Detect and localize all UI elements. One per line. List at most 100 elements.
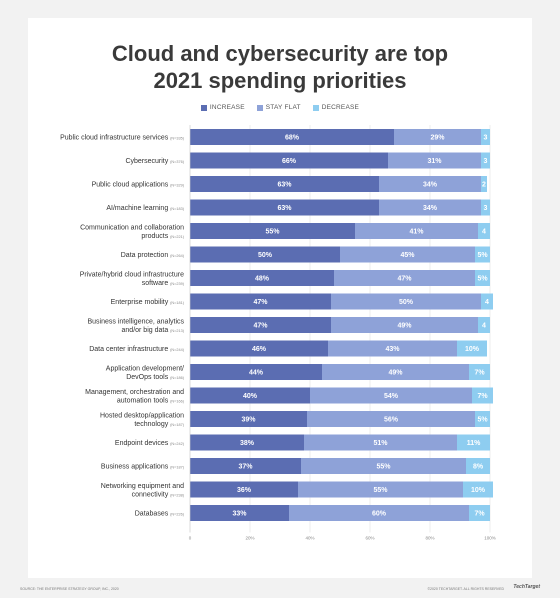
category-label: AI/machine learning (N=183) <box>106 205 184 212</box>
category-sample-size: (N=186) <box>170 376 185 380</box>
bar-value-label: 5% <box>477 252 488 259</box>
bar-segment <box>331 317 478 333</box>
bar-value-label: 50% <box>258 252 273 259</box>
bar-value-label: 29% <box>430 135 445 142</box>
bar-segment <box>190 411 307 427</box>
category-sample-size: (N=226) <box>170 513 185 517</box>
bar-value-label: 55% <box>265 229 280 236</box>
bar-value-label: 4 <box>485 299 489 306</box>
chart-legend: INCREASE STAY FLAT DECREASE <box>28 104 532 111</box>
bar-value-label: 3 <box>484 135 488 142</box>
legend-item-decrease: DECREASE <box>312 104 359 111</box>
bar-segment <box>190 223 355 239</box>
bar-value-label: 47% <box>253 323 268 330</box>
bar-value-label: 46% <box>252 346 267 353</box>
bar-segment <box>475 270 490 286</box>
category-label: DevOps tools (N=186) <box>126 374 185 381</box>
legend-swatch-stay-flat <box>256 104 263 111</box>
bar-value-label: 48% <box>255 276 270 283</box>
category-label: Private/hybrid cloud infrastructure <box>80 271 184 278</box>
bar-segment <box>457 340 487 357</box>
bar-segment <box>328 340 457 357</box>
bar-segment <box>481 152 490 169</box>
copyright-note: ©2020 TECHTARGET. ALL RIGHTS RESERVED <box>427 587 504 591</box>
bar-segment <box>355 223 478 239</box>
bar-segment <box>190 434 304 451</box>
category-label: Management, orchestration and <box>85 389 184 396</box>
bar-segment <box>190 387 310 404</box>
bar-segment <box>481 293 493 310</box>
bar-value-label: 63% <box>277 182 292 189</box>
bar-value-label: 10% <box>471 487 486 494</box>
bar-value-label: 7% <box>474 511 485 518</box>
bar-segment <box>466 458 490 474</box>
category-label: Business intelligence, analytics <box>88 318 185 325</box>
bar-segment <box>307 411 475 427</box>
legend-swatch-increase <box>200 104 207 111</box>
bar-value-label: 40% <box>243 393 258 400</box>
category-label: Cybersecurity (N=376) <box>125 158 184 165</box>
category-sample-size: (N=239) <box>170 282 185 286</box>
bar-value-label: 37% <box>238 464 253 471</box>
bar-value-label: 36% <box>237 487 252 494</box>
bar-segment <box>322 364 469 380</box>
category-label: Networking equipment and <box>101 483 184 490</box>
bar-segment <box>469 364 490 380</box>
bar-value-label: 33% <box>232 511 247 518</box>
category-label: Endpoint devices (N=242) <box>115 440 185 447</box>
category-sample-size: (N=238) <box>170 493 185 497</box>
bar-segment <box>190 293 331 310</box>
bar-value-label: 41% <box>409 229 424 236</box>
category-label: Hosted desktop/application <box>100 412 184 419</box>
category-label: Enterprise mobility (N=181) <box>111 299 185 306</box>
x-tick-label: 20% <box>245 536 254 541</box>
chart-title-line-2: 2021 spending priorities <box>153 68 407 93</box>
bar-segment <box>478 223 490 239</box>
bar-segment <box>190 199 379 216</box>
x-tick-label: 60% <box>365 536 374 541</box>
bar-value-label: 34% <box>423 182 438 189</box>
bar-value-label: 54% <box>384 393 399 400</box>
legend-label-increase: INCREASE <box>209 104 245 111</box>
bar-segment <box>190 246 340 263</box>
bar-value-label: 4 <box>482 323 486 330</box>
bar-segment <box>301 458 466 474</box>
bar-value-label: 3 <box>484 158 488 165</box>
bar-segment <box>388 152 481 169</box>
bar-segment <box>475 411 490 427</box>
category-sample-size: (N=335) <box>170 137 185 141</box>
bar-segment <box>304 434 457 451</box>
category-sample-size: (N=181) <box>170 301 185 305</box>
bar-segment <box>475 246 490 263</box>
category-label: Public cloud applications (N=329) <box>92 182 185 189</box>
x-tick-label: 0 <box>189 536 192 541</box>
bar-segment <box>478 317 490 333</box>
bar-segment <box>472 387 493 404</box>
x-tick-label: 100% <box>484 536 496 541</box>
category-label: technology (N=187) <box>134 421 184 428</box>
bar-value-label: 31% <box>427 158 442 165</box>
bar-value-label: 5% <box>477 417 488 424</box>
category-sample-size: (N=244) <box>170 348 185 352</box>
bar-value-label: 49% <box>397 323 412 330</box>
category-label: products (N=221) <box>141 233 184 240</box>
category-label: and/or big data (N=213) <box>122 327 185 334</box>
bar-value-label: 47% <box>253 299 268 306</box>
bar-segment <box>190 364 322 380</box>
bar-value-label: 56% <box>384 417 399 424</box>
bar-segment <box>310 387 472 404</box>
bar-value-label: 51% <box>373 440 388 447</box>
bar-value-label: 2 <box>482 182 486 189</box>
bar-segment <box>190 317 331 333</box>
bar-segment <box>481 129 490 145</box>
techtarget-logo: TechTarget <box>513 584 540 590</box>
bar-value-label: 47% <box>397 276 412 283</box>
category-sample-size: (N=221) <box>170 235 185 239</box>
bar-value-label: 38% <box>240 440 255 447</box>
bar-segment <box>331 293 481 310</box>
bar-value-label: 39% <box>241 417 256 424</box>
category-label: connectivity (N=238) <box>132 491 185 498</box>
bar-segment <box>190 481 298 498</box>
category-label: Public cloud infrastructure services (N=… <box>60 135 185 142</box>
